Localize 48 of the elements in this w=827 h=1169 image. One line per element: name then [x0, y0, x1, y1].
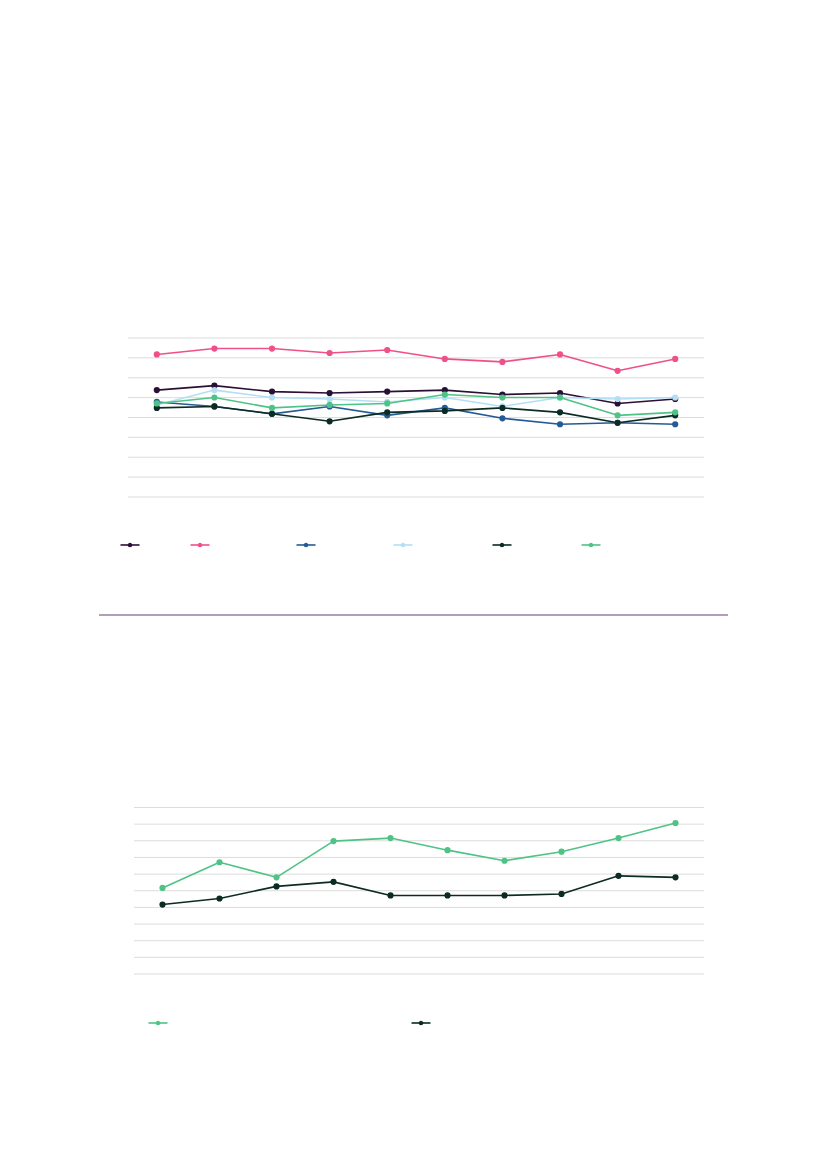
point [499, 415, 506, 422]
point [211, 345, 218, 352]
point [501, 857, 508, 864]
point [387, 892, 394, 899]
point [326, 395, 333, 403]
point [268, 404, 276, 412]
point [330, 878, 337, 885]
point [387, 834, 394, 842]
point [384, 388, 391, 395]
point [326, 349, 333, 357]
point [273, 874, 280, 881]
point [558, 848, 565, 855]
point [444, 847, 451, 854]
point [273, 883, 280, 890]
point [159, 901, 166, 908]
point [672, 819, 679, 827]
point [441, 355, 448, 363]
point [159, 884, 166, 892]
point [330, 838, 337, 845]
point [614, 412, 621, 419]
point [499, 358, 506, 365]
point [614, 395, 621, 403]
point [614, 367, 621, 374]
point [556, 409, 564, 416]
point [672, 355, 679, 363]
point [153, 351, 160, 358]
point [558, 890, 565, 898]
point [268, 388, 276, 395]
point [211, 387, 218, 394]
point [211, 394, 218, 401]
point [326, 389, 333, 397]
point [672, 421, 679, 428]
point [216, 895, 223, 902]
point [556, 389, 564, 397]
point [556, 421, 564, 428]
point [501, 892, 508, 899]
point [441, 387, 448, 394]
point [556, 351, 564, 358]
point [672, 874, 679, 881]
point [268, 345, 276, 352]
point [615, 872, 622, 879]
point [384, 346, 391, 354]
point [444, 892, 451, 899]
point [615, 834, 622, 842]
point [216, 859, 223, 866]
point [326, 418, 333, 425]
point [153, 387, 160, 394]
point [268, 394, 276, 401]
